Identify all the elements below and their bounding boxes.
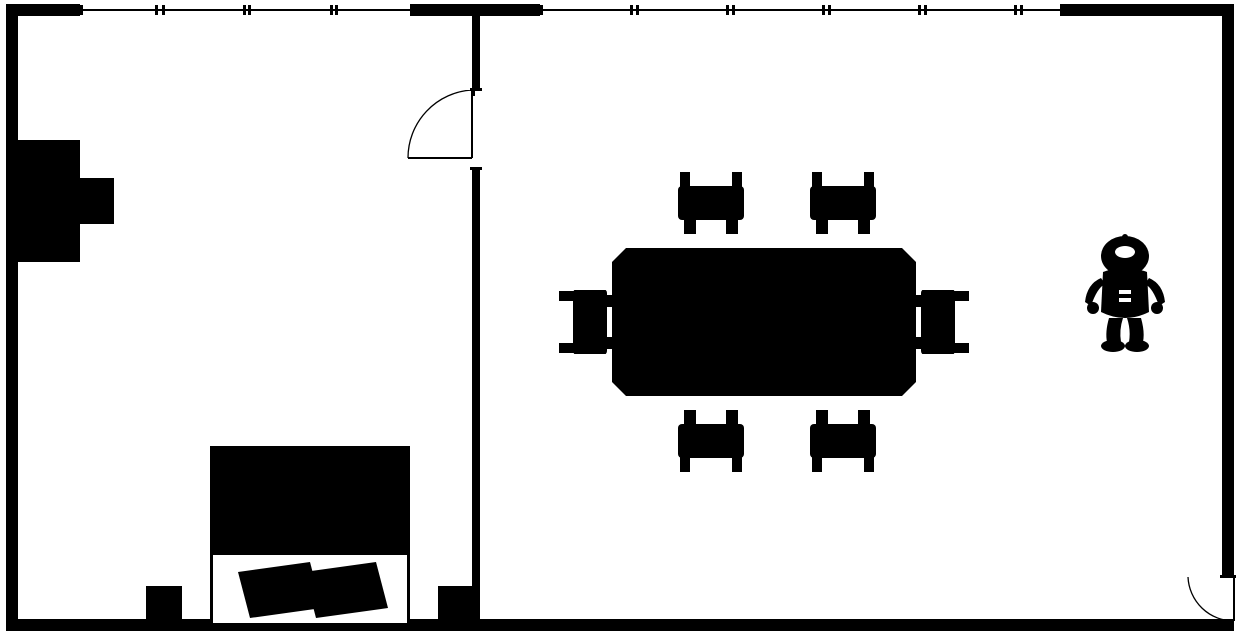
window-tick (335, 5, 338, 15)
dining-chair-2 (676, 408, 746, 472)
dresser (14, 140, 80, 262)
door-jamb (470, 167, 482, 170)
dining-chair-0 (676, 172, 746, 236)
window-tick (726, 5, 729, 15)
window-tick (822, 5, 825, 15)
dining-table (612, 248, 916, 396)
window-tick (630, 5, 633, 15)
wall-right (1222, 4, 1234, 631)
window-tick (330, 5, 333, 15)
bed-pillows (228, 558, 392, 626)
window-tick (410, 5, 413, 15)
window-tick (540, 5, 543, 15)
window-tick (1060, 5, 1063, 15)
window-tick (918, 5, 921, 15)
dining-chair-3 (808, 408, 878, 472)
wall-left (6, 4, 18, 631)
door-jamb (1220, 575, 1236, 578)
door-jamb (470, 88, 482, 91)
nightstand-left (146, 586, 182, 626)
window-tick (162, 5, 165, 15)
window-tick (732, 5, 735, 15)
window-tick (828, 5, 831, 15)
window-tick (155, 5, 158, 15)
window-tick (80, 5, 83, 15)
window-tick (1014, 5, 1017, 15)
window-tick (1020, 5, 1023, 15)
window-tick (248, 5, 251, 15)
door-ext-swing (1176, 575, 1236, 627)
window-tick (243, 5, 246, 15)
floor-plan-canvas (0, 0, 1240, 637)
door-interior-swing (404, 90, 476, 166)
robot-figure (1080, 234, 1170, 352)
bed-headboard (210, 446, 410, 552)
window-tick (636, 5, 639, 15)
window-line (540, 9, 1060, 11)
wall-bottom (6, 619, 1234, 631)
nightstand-right (438, 586, 474, 626)
dining-chair-1 (808, 172, 878, 236)
window-tick (924, 5, 927, 15)
dresser-protrusion (80, 178, 114, 224)
